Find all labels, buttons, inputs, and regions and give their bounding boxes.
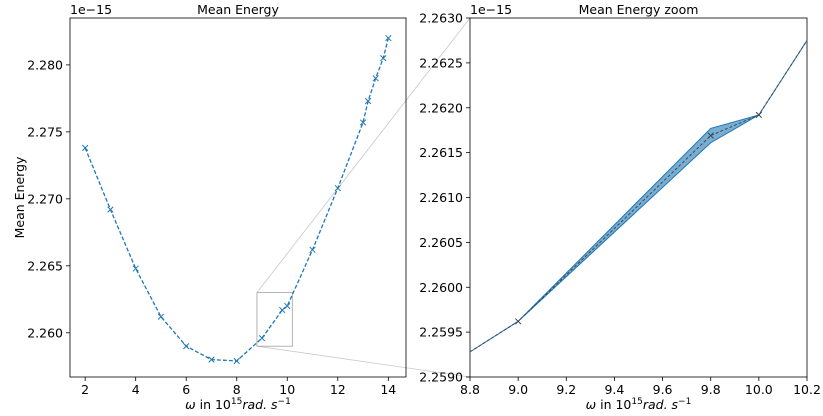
- mean-energy-zoom-x-ticks: 8.8 9.0 9.2 9.4 9.6 9.8 10.0 10.2: [460, 377, 821, 397]
- mean-energy-y-axis-label: Mean Energy: [12, 156, 27, 238]
- zoom-connector-bottom: [256, 345, 471, 378]
- mean-energy-point: [157, 313, 165, 320]
- mean-energy-point: [258, 334, 266, 342]
- x-label-unit-exponent: −1: [278, 397, 291, 407]
- y-tick-label: 2.2620: [419, 100, 463, 115]
- zoom-region-rectangle: [256, 292, 293, 347]
- x-tick-label: 9.6: [653, 382, 673, 397]
- mean-energy-zoom-axes: 2.2590 2.2595 2.2600 2.2605 2.2610 2.2615 2.26…: [419, 2, 821, 412]
- mean-energy-zoom-point: [707, 132, 714, 139]
- x-tick-label: 10: [279, 382, 295, 397]
- mean-energy-zoom-line: [469, 40, 808, 353]
- mean-energy-offset-label: 1e−15: [70, 2, 112, 17]
- x-tick-label: 8.8: [460, 382, 480, 397]
- mean-energy-point: [233, 357, 240, 365]
- y-tick-label: 2.2600: [419, 280, 463, 295]
- x-label-prefix: in 10: [196, 397, 231, 412]
- x-tick-label: 4: [132, 382, 140, 397]
- mean-energy-zoom-title: Mean Energy zoom: [579, 2, 699, 17]
- x-label-unit: rad. s: [242, 397, 278, 412]
- mean-energy-point: [334, 184, 341, 192]
- mean-energy-point: [359, 119, 367, 126]
- mean-energy-point: [208, 356, 215, 363]
- x-tick-label: 8: [233, 382, 241, 397]
- y-tick-label: 2.270: [27, 191, 63, 206]
- mean-energy-zoom-point: [755, 111, 763, 119]
- x-label-prefix: in 10: [596, 397, 631, 412]
- mean-energy-point: [380, 55, 387, 62]
- y-tick-label: 2.2605: [419, 235, 463, 250]
- mean-energy-point: [279, 306, 286, 314]
- y-tick-label: 2.2595: [419, 325, 463, 340]
- x-label-exponent: 15: [231, 397, 242, 407]
- x-tick-label: 10.0: [745, 382, 773, 397]
- mean-energy-zoom-series: [469, 40, 808, 353]
- mean-energy-zoom-y-ticks: 2.2590 2.2595 2.2600 2.2605 2.2610 2.2615 2.26…: [419, 11, 470, 385]
- mean-energy-plot-area: [69, 17, 407, 378]
- mean-energy-y-ticks: 2.260 2.265 2.270 2.275 2.280: [27, 57, 70, 340]
- x-tick-label: 12: [330, 382, 346, 397]
- mean-energy-point: [132, 265, 139, 272]
- y-tick-label: 2.2625: [419, 55, 463, 70]
- mean-energy-point: [309, 246, 316, 253]
- x-label-omega: ω: [185, 397, 195, 412]
- mean-energy-series: [82, 34, 392, 365]
- mean-energy-x-ticks: 2 4 6 8 10 12 14: [81, 377, 396, 397]
- mean-energy-point: [183, 343, 190, 350]
- y-tick-label: 2.2610: [419, 190, 463, 205]
- x-tick-label: 10.2: [793, 382, 821, 397]
- y-tick-label: 2.2630: [419, 11, 463, 26]
- x-label-unit-exponent: −1: [678, 397, 691, 407]
- x-tick-label: 9.2: [556, 382, 576, 397]
- zoom-connector-top: [256, 17, 471, 293]
- mean-energy-zoom-offset-label: 1e−15: [470, 2, 512, 17]
- x-label-exponent: 15: [631, 397, 642, 407]
- zoom-region-box: [256, 292, 293, 347]
- y-tick-label: 2.280: [27, 57, 63, 72]
- y-tick-label: 2.2615: [419, 145, 463, 160]
- x-tick-label: 2: [81, 382, 89, 397]
- y-tick-label: 2.2590: [419, 370, 463, 385]
- mean-energy-point: [385, 34, 392, 42]
- mean-energy-zoom-point: [514, 318, 522, 325]
- mean-energy-line: [84, 37, 389, 362]
- x-tick-label: 9.0: [508, 382, 528, 397]
- y-tick-label: 2.265: [27, 258, 63, 273]
- mean-energy-point: [364, 97, 372, 105]
- y-tick-label: 2.260: [27, 325, 63, 340]
- zoom-connector-lines: [256, 17, 471, 378]
- mean-energy-title: Mean Energy: [197, 2, 279, 17]
- mean-energy-zoom-x-axis-label: ω in 1015rad. s−1: [586, 397, 692, 412]
- mean-energy-x-axis-label: ω in 1015rad. s−1: [185, 397, 291, 412]
- x-tick-label: 6: [182, 382, 190, 397]
- mean-energy-point: [82, 144, 89, 152]
- mean-energy-point: [107, 206, 114, 213]
- mean-energy-confidence-band: [469, 40, 808, 353]
- mean-energy-axes: 2.260 2.265 2.270 2.275 2.280 2 4 6 8 10 12 14 Mea…: [12, 2, 407, 412]
- x-tick-label: 9.4: [604, 382, 624, 397]
- mean-energy-point: [372, 75, 379, 82]
- x-label-unit: rad. s: [643, 397, 679, 412]
- y-tick-label: 2.275: [27, 124, 63, 139]
- x-label-omega: ω: [586, 397, 596, 412]
- x-tick-label: 14: [380, 382, 396, 397]
- mean-energy-point: [284, 302, 291, 310]
- x-tick-label: 9.8: [701, 382, 721, 397]
